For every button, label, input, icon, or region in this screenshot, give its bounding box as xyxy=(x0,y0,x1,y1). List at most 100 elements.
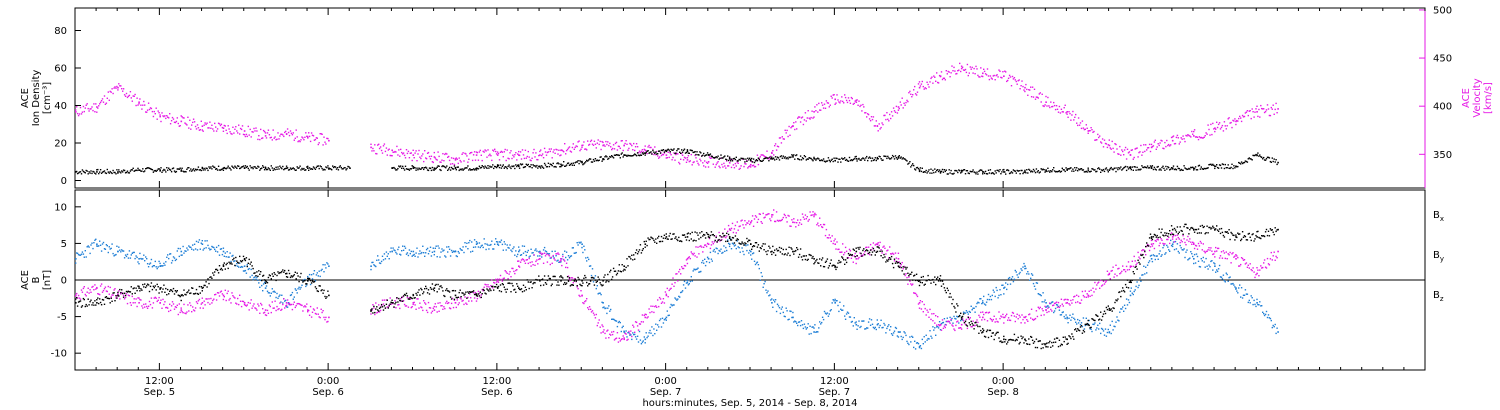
data-point xyxy=(262,137,264,139)
data-point xyxy=(1057,111,1060,113)
data-point xyxy=(684,152,687,154)
data-point xyxy=(844,251,846,254)
data-point xyxy=(97,107,99,109)
data-point xyxy=(773,209,775,211)
data-point xyxy=(345,169,347,171)
data-point xyxy=(332,166,335,169)
data-point xyxy=(637,152,640,154)
data-point xyxy=(935,334,937,336)
data-point xyxy=(610,156,612,158)
data-point xyxy=(627,154,629,156)
data-point xyxy=(536,250,538,252)
data-point xyxy=(871,157,874,159)
data-point xyxy=(1002,313,1004,316)
data-point xyxy=(719,157,721,159)
data-point xyxy=(1148,167,1151,169)
data-point xyxy=(297,140,299,143)
data-point xyxy=(808,218,810,221)
data-point xyxy=(1109,324,1111,326)
data-point xyxy=(820,323,822,325)
data-point xyxy=(686,149,689,151)
data-point xyxy=(1128,166,1131,169)
data-point xyxy=(653,311,655,314)
data-point xyxy=(427,253,430,255)
data-point xyxy=(137,167,139,170)
data-point xyxy=(121,292,123,294)
data-point xyxy=(121,88,123,90)
data-point xyxy=(667,314,669,317)
data-point xyxy=(761,154,763,156)
data-point xyxy=(927,83,929,86)
data-point xyxy=(137,104,139,106)
data-point xyxy=(195,169,198,171)
data-point xyxy=(841,309,843,311)
data-point xyxy=(596,159,598,161)
data-point xyxy=(1068,303,1070,305)
data-point xyxy=(1079,324,1082,326)
data-point xyxy=(1257,115,1259,118)
data-point xyxy=(759,156,761,158)
data-point xyxy=(957,70,959,72)
data-point xyxy=(869,243,872,246)
data-point xyxy=(799,121,802,123)
data-point xyxy=(426,247,429,250)
data-point xyxy=(398,149,400,151)
data-point xyxy=(581,161,583,164)
data-point xyxy=(184,250,186,252)
data-point xyxy=(109,90,111,93)
data-point xyxy=(550,163,552,166)
data-point xyxy=(886,157,888,160)
data-point xyxy=(863,253,865,255)
data-point xyxy=(977,301,979,303)
data-point xyxy=(116,295,118,297)
data-point xyxy=(567,255,570,257)
data-point xyxy=(563,258,565,261)
data-point xyxy=(496,278,499,280)
data-point xyxy=(634,154,637,156)
data-point xyxy=(752,252,755,254)
data-point xyxy=(821,226,823,228)
data-point xyxy=(212,299,214,302)
data-point xyxy=(1147,261,1150,264)
data-point xyxy=(748,220,750,222)
data-point xyxy=(877,242,879,244)
data-point xyxy=(265,314,268,317)
data-point xyxy=(442,250,444,252)
data-point xyxy=(849,102,852,104)
data-point xyxy=(101,291,104,293)
data-point xyxy=(505,166,507,168)
data-point xyxy=(260,128,262,131)
data-point xyxy=(126,302,129,305)
data-point xyxy=(921,301,923,303)
data-point xyxy=(770,158,772,160)
data-point xyxy=(268,134,271,136)
data-point xyxy=(594,143,597,145)
data-point xyxy=(966,63,969,66)
data-point xyxy=(469,168,471,170)
data-point xyxy=(471,300,473,302)
data-point xyxy=(673,148,675,150)
data-point xyxy=(740,220,742,222)
data-point xyxy=(1264,110,1267,113)
data-point xyxy=(249,128,251,131)
data-point xyxy=(724,250,726,252)
data-point xyxy=(504,148,506,151)
data-point xyxy=(1207,124,1209,126)
data-point xyxy=(737,246,739,248)
data-point xyxy=(247,125,249,128)
data-point xyxy=(581,246,583,249)
data-point xyxy=(1115,170,1117,173)
data-point xyxy=(810,157,812,160)
data-point xyxy=(785,307,787,309)
data-point xyxy=(1167,166,1169,168)
data-point xyxy=(1240,287,1243,289)
data-point xyxy=(306,166,308,168)
data-point xyxy=(601,301,603,303)
data-point xyxy=(895,327,898,330)
data-point xyxy=(1248,299,1250,302)
data-point xyxy=(506,167,508,170)
data-point xyxy=(825,100,828,102)
data-point xyxy=(1148,260,1151,262)
data-point xyxy=(176,168,178,170)
data-point xyxy=(884,114,886,117)
